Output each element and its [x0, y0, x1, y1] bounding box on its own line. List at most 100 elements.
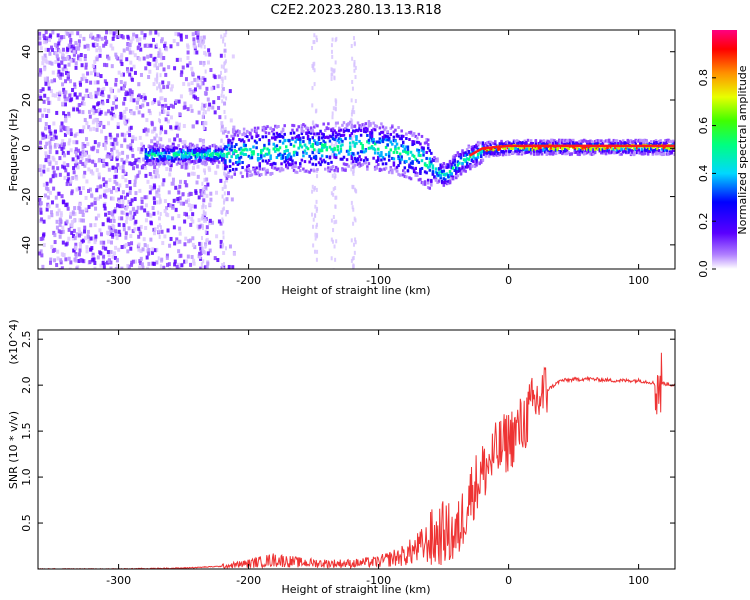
- heatmap-cell: [93, 261, 97, 266]
- heatmap-cell: [512, 141, 516, 145]
- heatmap-cell: [44, 47, 48, 52]
- heatmap-cell: [260, 155, 263, 159]
- heatmap-cell: [122, 84, 126, 89]
- heatmap-cell: [193, 95, 197, 100]
- heatmap-cell: [63, 132, 67, 137]
- heatmap-cell: [241, 160, 244, 164]
- heatmap-cell: [317, 150, 321, 154]
- heatmap-cell: [537, 150, 541, 154]
- heatmap-cell: [324, 167, 327, 171]
- heatmap-cell: [202, 41, 205, 46]
- heatmap-cell: [211, 105, 215, 110]
- heatmap-cell: [589, 152, 592, 156]
- heatmap-cell: [600, 151, 603, 155]
- heatmap-cell: [159, 39, 163, 44]
- heatmap-cell: [545, 141, 549, 145]
- heatmap-cell: [48, 150, 52, 155]
- heatmap-cell: [473, 156, 477, 160]
- heatmap-cell: [494, 142, 497, 146]
- heatmap-cell: [391, 125, 394, 129]
- heatmap-cell: [350, 151, 354, 155]
- heatmap-cell: [561, 147, 564, 151]
- heatmap-cell: [447, 174, 450, 178]
- heatmap-cell: [508, 150, 511, 154]
- heatmap-cell: [277, 167, 280, 171]
- heatmap-cell: [86, 142, 90, 147]
- heatmap-cell: [306, 126, 310, 130]
- heatmap-cell: [116, 187, 120, 192]
- heatmap-cell: [406, 148, 410, 152]
- heatmap-cell: [201, 76, 205, 81]
- heatmap-cell: [149, 145, 152, 149]
- heatmap-cell: [261, 135, 265, 139]
- heatmap-cell: [312, 120, 315, 125]
- heatmap-cell: [129, 125, 133, 130]
- heatmap-cell: [628, 140, 631, 144]
- heatmap-cell: [188, 238, 192, 243]
- heatmap-cell: [114, 52, 118, 57]
- heatmap-cell: [129, 216, 133, 221]
- heatmap-cell: [114, 169, 118, 174]
- heatmap-cell: [139, 231, 143, 236]
- heatmap-cell: [225, 197, 229, 202]
- heatmap-cell: [96, 196, 100, 201]
- heatmap-cell: [195, 78, 199, 83]
- heatmap-cell: [45, 141, 49, 146]
- heatmap-cell: [607, 139, 611, 143]
- heatmap-cell: [665, 146, 669, 150]
- heatmap-cell: [164, 103, 168, 108]
- heatmap-cell: [354, 237, 357, 242]
- heatmap-cell: [581, 146, 584, 150]
- heatmap-cell: [47, 204, 51, 209]
- heatmap-cell: [252, 168, 255, 172]
- heatmap-cell: [459, 168, 463, 172]
- heatmap-cell: [331, 131, 335, 135]
- spectrogram-y-tick-label: -40: [20, 236, 33, 254]
- heatmap-cell: [436, 171, 439, 175]
- heatmap-cell: [124, 243, 128, 248]
- snr-x-tick-label: 0: [505, 574, 512, 587]
- heatmap-cell: [420, 159, 424, 163]
- heatmap-cell: [153, 153, 157, 157]
- heatmap-cell: [140, 200, 144, 205]
- heatmap-cell: [434, 167, 438, 171]
- heatmap-cell: [133, 183, 137, 188]
- heatmap-cell: [224, 153, 227, 158]
- heatmap-cell: [275, 168, 279, 172]
- heatmap-cell: [260, 149, 263, 153]
- heatmap-cell: [278, 153, 282, 157]
- heatmap-cell: [611, 142, 614, 146]
- heatmap-cell: [157, 256, 160, 261]
- heatmap-cell: [233, 149, 237, 153]
- heatmap-cell: [158, 84, 161, 89]
- heatmap-cell: [133, 197, 137, 202]
- heatmap-cell: [671, 139, 675, 143]
- heatmap-cell: [319, 149, 322, 153]
- heatmap-cell: [153, 63, 157, 68]
- heatmap-cell: [344, 128, 347, 132]
- heatmap-cell: [81, 149, 85, 154]
- heatmap-cell: [105, 63, 109, 68]
- heatmap-cell: [100, 129, 104, 134]
- heatmap-cell: [73, 133, 77, 138]
- heatmap-cell: [509, 142, 513, 146]
- heatmap-cell: [350, 123, 354, 127]
- heatmap-cell: [89, 223, 93, 228]
- heatmap-cell: [467, 157, 471, 161]
- heatmap-cell: [475, 144, 478, 148]
- heatmap-cell: [236, 162, 240, 166]
- heatmap-cell: [442, 162, 446, 166]
- heatmap-cell: [168, 138, 172, 143]
- heatmap-cell: [75, 233, 79, 238]
- heatmap-cell: [589, 147, 592, 151]
- heatmap-cell: [194, 155, 198, 159]
- heatmap-cell: [113, 209, 117, 214]
- heatmap-cell: [372, 140, 375, 144]
- heatmap-cell: [132, 32, 136, 37]
- heatmap-cell: [256, 156, 260, 160]
- snr-x-tick-label: 100: [628, 574, 649, 587]
- heatmap-cell: [417, 160, 421, 164]
- heatmap-cell: [166, 156, 169, 160]
- heatmap-cell: [646, 147, 650, 151]
